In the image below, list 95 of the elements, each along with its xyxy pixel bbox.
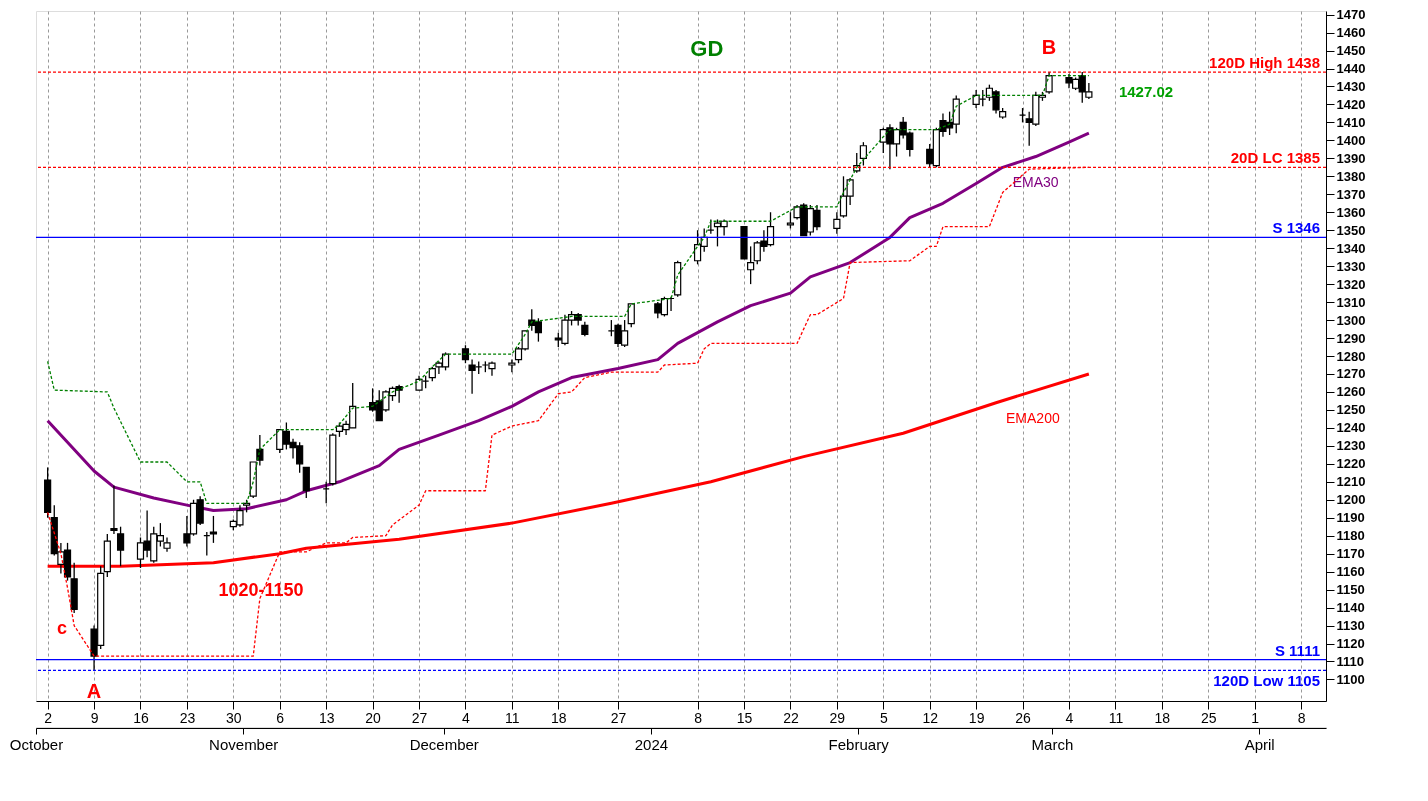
y-tick-label: 1280 [1336,348,1366,364]
x-tick-label: 27 [411,709,428,726]
y-tick-label: 1470 [1336,7,1366,23]
x2-tick-label: April [1244,735,1275,753]
x-tick-label: 16 [133,709,149,726]
annotation: 1020-1150 [218,580,304,600]
x-tick-label: 4 [1065,709,1074,726]
y-tick-label: 1380 [1336,168,1366,184]
y-tick-label: 1350 [1336,222,1366,238]
y-tick-label: 1100 [1336,671,1365,687]
y-tick-label: 1430 [1336,78,1366,94]
y-tick-label: 1270 [1336,366,1366,382]
candlestick [116,526,125,567]
x-tick-label: 9 [90,709,99,726]
x-tick-label: 6 [276,709,285,726]
x-tick-label: 1 [1251,709,1260,726]
x-tick-label: 4 [462,709,471,726]
y-tick-label: 1330 [1336,258,1366,274]
candlestick [747,245,755,285]
y-tick-label: 1120 [1336,636,1365,651]
y-tick-label: 1400 [1336,132,1366,148]
y-tick-label: 1320 [1336,276,1366,292]
x-tick-label: 26 [1015,709,1032,726]
y-tick-label: 1130 [1336,618,1365,634]
x-tick-label: 11 [505,709,520,726]
x-tick-label: 18 [1154,709,1171,726]
x-tick-label: 25 [1200,709,1217,726]
y-tick-label: 1440 [1336,61,1366,76]
ref-line-label: S 1346 [1272,219,1320,237]
annotation: 1427.02 [1118,82,1174,100]
y-tick-label: 1250 [1336,402,1366,418]
annotation: GD [690,36,724,61]
x-tick-label: 23 [179,709,196,726]
y-tick-label: 1160 [1336,564,1365,580]
x-tick-label: 13 [318,709,335,726]
candlestick [627,303,635,328]
candlestick [859,141,867,167]
x-tick-label: 8 [1297,709,1306,726]
series-label: EMA200 [1006,409,1060,426]
y-tick-label: 1110 [1336,653,1364,669]
x2-tick-label: December [409,735,479,753]
candlestick [302,466,310,499]
candlestick [1045,71,1053,95]
y-tick-label: 1310 [1336,294,1366,310]
x-tick-label: 5 [879,709,888,726]
candlestick [833,211,841,235]
y-tick-label: 1170 [1336,546,1365,562]
y-tick-label: 1340 [1336,240,1366,256]
series-label: EMA30 [1012,174,1059,191]
y-tick-label: 1190 [1336,510,1365,526]
y-tick-label: 1260 [1336,384,1366,400]
x-tick-label: 11 [1108,709,1124,726]
annotation: c [56,618,68,638]
y-tick-label: 1180 [1336,528,1365,544]
x-tick-label: 18 [551,709,567,726]
x-tick-label: 29 [829,709,846,726]
x2-tick-label: March [1031,735,1074,753]
x-tick-label: 8 [694,709,703,726]
y-tick-label: 1360 [1336,204,1366,220]
y-tick-label: 1240 [1336,420,1366,436]
x-tick-label: 12 [922,709,939,726]
y-tick-label: 1290 [1336,330,1366,346]
candlestick [110,484,118,535]
y-tick-label: 1300 [1336,312,1366,328]
x-tick-label: 22 [783,709,799,726]
y-tick-label: 1390 [1336,150,1366,166]
ref-line-label: 20D LC 1385 [1230,149,1320,167]
x2-tick-label: October [9,735,64,753]
x-tick-label: 20 [365,709,382,726]
y-tick-label: 1220 [1336,456,1366,472]
x-tick-label: 27 [610,709,627,726]
y-tick-label: 1230 [1336,438,1366,454]
y-tick-label: 1200 [1336,492,1366,508]
ref-line-label: 120D High 1438 [1209,54,1320,72]
y-tick-label: 1450 [1336,43,1366,59]
y-tick-label: 1410 [1336,114,1366,130]
annotation: B [1041,36,1057,59]
x-tick-label: 2 [44,709,53,726]
annotation: A [86,680,102,703]
ref-line-label: 120D Low 1105 [1213,672,1320,690]
y-tick-label: 1140 [1336,600,1365,616]
y-tick-label: 1460 [1336,25,1366,41]
x2-tick-label: 2024 [634,735,669,753]
x-tick-label: 15 [736,709,753,726]
x2-tick-label: November [209,735,279,753]
x2-tick-label: February [828,735,890,753]
y-tick-label: 1210 [1336,474,1366,490]
y-tick-label: 1420 [1336,96,1366,112]
ref-line-label: S 1111 [1274,641,1320,659]
y-tick-label: 1370 [1336,186,1366,202]
x-tick-label: 30 [226,709,242,726]
y-tick-label: 1150 [1336,582,1365,598]
x-tick-label: 19 [968,709,985,726]
candlestick [508,358,516,373]
candlestick [209,515,218,544]
